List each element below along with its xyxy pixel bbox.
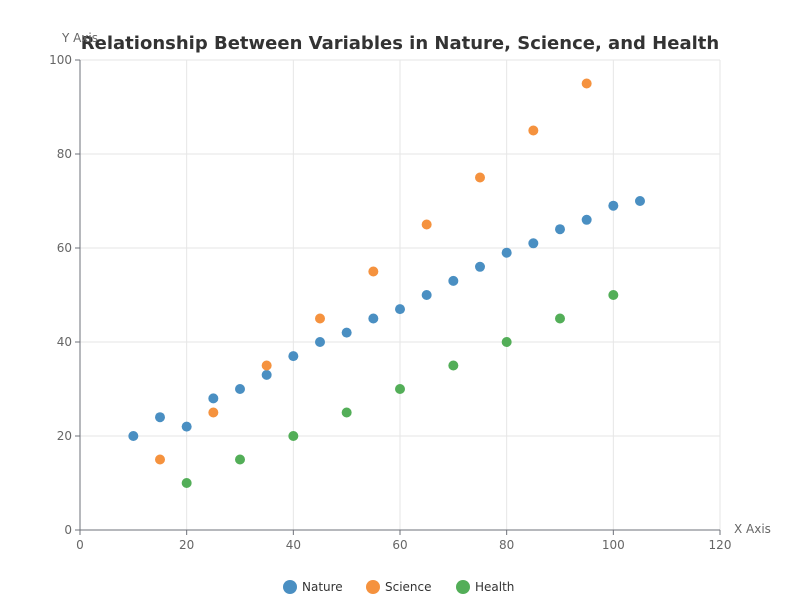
y-tick-label: 20 [57,429,72,443]
nature-point[interactable] [448,275,459,286]
health-legend-marker[interactable] [456,580,470,594]
science-point[interactable] [421,219,432,230]
nature-point[interactable] [155,412,165,423]
science-legend-marker[interactable] [366,580,380,594]
chart-title: Relationship Between Variables in Nature… [81,33,719,54]
health-point[interactable] [181,478,192,488]
nature-point[interactable] [315,337,325,347]
science-point[interactable] [315,313,325,324]
x-tick-label: 60 [392,538,407,552]
x-tick-label: 100 [602,538,625,552]
axes [75,59,721,535]
health-point[interactable] [608,290,619,300]
health-point[interactable] [235,454,245,465]
science-point[interactable] [208,407,219,418]
nature-legend-label[interactable]: Nature [302,580,343,594]
nature-point[interactable] [235,384,245,394]
science-point[interactable] [368,266,379,277]
nature-point[interactable] [261,369,272,380]
nature-point[interactable] [475,261,485,272]
x-axis-label: X Axis [734,522,771,536]
x-tick-label: 120 [709,538,732,552]
legend: Nature Science Health [283,580,514,594]
y-axis-label: Y Axis [61,31,98,45]
y-tick-label: 0 [64,523,72,537]
y-tick-label: 40 [57,335,72,349]
x-tick-label: 0 [76,538,84,552]
y-tick-label: 80 [57,147,72,161]
nature-point[interactable] [341,327,352,338]
nature-legend-marker[interactable] [283,580,297,594]
nature-point[interactable] [581,214,592,225]
health-point[interactable] [288,431,299,441]
x-tick-label: 40 [286,538,301,552]
grid-lines [80,59,721,530]
health-point[interactable] [448,360,459,371]
science-point[interactable] [261,360,272,371]
nature-point[interactable] [421,290,432,300]
x-tick-label: 80 [499,538,514,552]
x-tick-label: 20 [179,538,194,552]
health-point[interactable] [341,407,352,418]
nature-point[interactable] [288,351,299,362]
health-legend-label[interactable]: Health [475,580,514,594]
nature-point[interactable] [208,393,219,404]
nature-point[interactable] [128,431,139,441]
science-point[interactable] [528,125,539,136]
nature-point[interactable] [501,247,512,258]
y-tick-label: 100 [49,53,72,67]
nature-point[interactable] [395,304,405,315]
tick-labels: 0 20 40 60 80 100 120 0 20 40 60 80 100 [49,53,731,552]
health-point[interactable] [501,337,512,347]
nature-point[interactable] [555,224,565,235]
nature-point[interactable] [635,196,645,206]
health-point[interactable] [395,384,405,394]
health-point[interactable] [555,313,565,324]
y-tick-label: 60 [57,241,72,255]
data-points [128,78,645,488]
nature-point[interactable] [368,313,379,324]
nature-point[interactable] [181,421,192,432]
science-point[interactable] [581,78,592,89]
science-point[interactable] [475,172,485,183]
science-legend-label[interactable]: Science [385,580,432,594]
nature-point[interactable] [528,238,539,249]
nature-point[interactable] [608,200,619,211]
science-point[interactable] [155,454,165,465]
